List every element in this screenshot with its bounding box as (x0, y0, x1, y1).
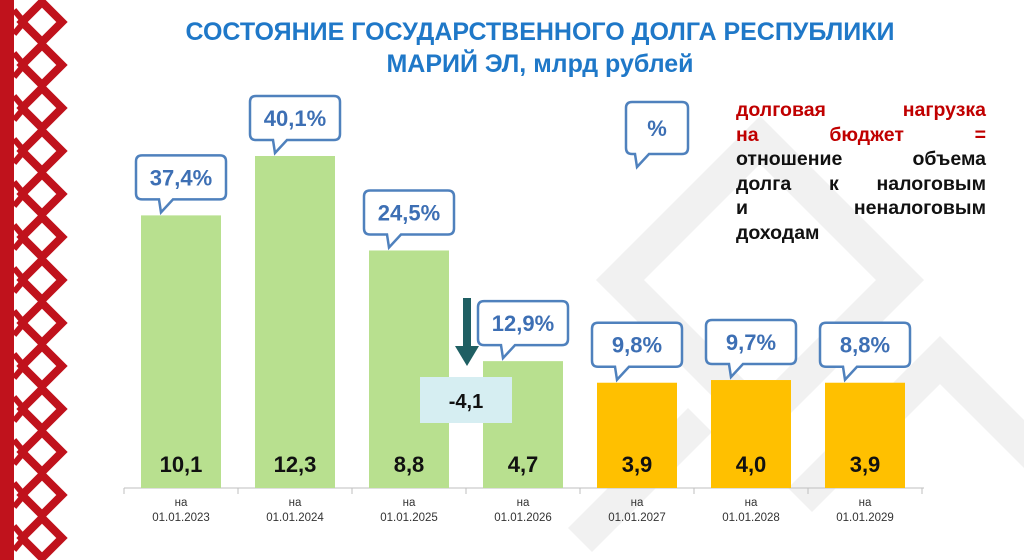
debt-burden-label: 9,8% (612, 333, 662, 358)
x-tick-label: на (631, 497, 644, 509)
debt-burden-label-box (248, 94, 342, 156)
bar-value-label: 3,9 (622, 452, 653, 477)
x-tick-label: 01.01.2028 (722, 512, 780, 524)
ornament-motif (16, 512, 68, 560)
x-tick-label: 01.01.2027 (608, 512, 666, 524)
ornament-stripe (0, 0, 14, 560)
bar (141, 215, 221, 488)
bar (825, 382, 905, 488)
ornament-motif (11, 395, 28, 423)
bar (255, 156, 335, 488)
ornament-border (0, 0, 68, 560)
debt-burden-label: 24,5% (378, 200, 440, 225)
ornament-motif (11, 266, 28, 294)
x-tick-label: 01.01.2024 (266, 512, 324, 524)
bar (369, 250, 449, 488)
legend-line1: долговая нагрузка (736, 99, 986, 121)
ornament-motif (11, 180, 28, 208)
ornament-motif (11, 223, 28, 251)
ornament-motif (11, 309, 28, 337)
ornament-motif (11, 8, 28, 36)
debt-burden-label-box (590, 321, 684, 383)
bar-value-label: 4,0 (736, 452, 767, 477)
x-tick-label: на (403, 497, 416, 509)
x-tick-label: на (745, 497, 758, 509)
ornament-motif (11, 352, 28, 380)
ornament-motif (11, 94, 28, 122)
debt-burden-label-box (476, 299, 570, 361)
bar-value-label: 12,3 (274, 452, 317, 477)
debt-burden-legend: долговая нагрузка на бюджет = отношение … (736, 98, 986, 245)
debt-burden-label: 37,4% (150, 165, 212, 190)
percent-callout: % (647, 116, 667, 141)
change-annotation: -4,1 (449, 391, 483, 413)
bar-value-label: 10,1 (160, 452, 203, 477)
bar-value-label: 4,7 (508, 452, 539, 477)
bar-value-label: 3,9 (850, 452, 881, 477)
down-arrow-icon (463, 298, 471, 348)
legend-line6: доходам (736, 221, 820, 244)
ornament-motif (11, 51, 28, 79)
ornament-motif (11, 137, 28, 165)
x-tick-label: на (517, 497, 530, 509)
debt-burden-label: 8,8% (840, 333, 890, 358)
x-tick-label: на (289, 497, 302, 509)
ornament-motif (11, 481, 28, 509)
debt-burden-label-box (362, 189, 456, 251)
x-tick-label: 01.01.2025 (380, 512, 438, 524)
change-annotation-box (420, 377, 512, 423)
percent-callout-box (624, 100, 690, 170)
x-tick-label: на (175, 497, 188, 509)
chart-title-line2: МАРИЙ ЭЛ, млрд рублей (386, 50, 694, 78)
debt-burden-label-box (818, 321, 912, 383)
debt-burden-label: 40,1% (264, 106, 326, 131)
legend-line4: долга к налоговым (736, 172, 986, 195)
x-tick-label: 01.01.2026 (494, 512, 552, 524)
down-arrow-icon (455, 346, 479, 366)
x-tick-label: 01.01.2029 (836, 512, 894, 524)
debt-burden-label: 12,9% (492, 311, 554, 336)
legend-line3: отношение объема (736, 148, 986, 170)
chart-title-line1: СОСТОЯНИЕ ГОСУДАРСТВЕННОГО ДОЛГА РЕСПУБЛ… (185, 18, 895, 46)
legend-line2: на бюджет = (736, 123, 986, 146)
debt-burden-label-box (704, 318, 798, 380)
ornament-motif (11, 524, 28, 552)
bar (597, 382, 677, 488)
x-tick-label: 01.01.2023 (152, 512, 210, 524)
debt-burden-label-box (134, 154, 228, 216)
bar-value-label: 8,8 (394, 452, 425, 477)
legend-line5: и неналоговым (736, 197, 986, 219)
ornament-motif (11, 438, 28, 466)
debt-burden-label: 9,7% (726, 330, 776, 355)
bar (711, 380, 791, 488)
x-tick-label: на (859, 497, 872, 509)
